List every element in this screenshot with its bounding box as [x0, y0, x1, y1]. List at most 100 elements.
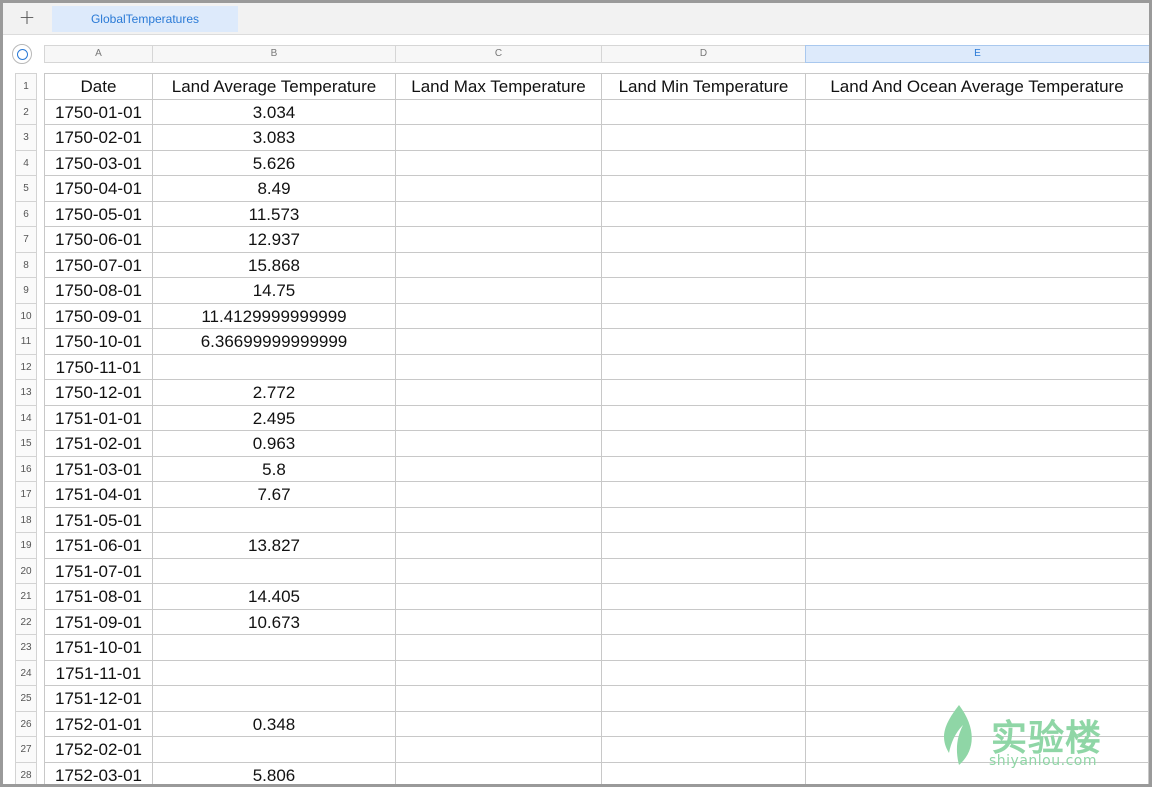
row-number[interactable]: 25	[15, 685, 37, 711]
table-cell[interactable]: 1751-04-01	[44, 481, 152, 507]
table-cell[interactable]	[805, 583, 1149, 609]
table-cell[interactable]: 1750-02-01	[44, 124, 152, 150]
header-cell[interactable]: Land Max Temperature	[395, 73, 601, 99]
table-cell[interactable]: 2.772	[152, 379, 395, 405]
table-cell[interactable]	[395, 98, 601, 124]
table-cell[interactable]	[601, 379, 805, 405]
table-cell[interactable]	[395, 761, 601, 784]
table-cell[interactable]	[152, 634, 395, 660]
table-cell[interactable]	[805, 277, 1149, 303]
column-header-a[interactable]: A	[44, 45, 152, 63]
table-cell[interactable]	[395, 481, 601, 507]
row-number[interactable]: 14	[15, 404, 37, 430]
table-cell[interactable]	[395, 532, 601, 558]
table-cell[interactable]	[395, 430, 601, 456]
row-number[interactable]: 22	[15, 608, 37, 634]
row-number[interactable]: 13	[15, 379, 37, 405]
table-cell[interactable]: 1750-08-01	[44, 277, 152, 303]
table-cell[interactable]: 1751-10-01	[44, 634, 152, 660]
table-cell[interactable]: 12.937	[152, 226, 395, 252]
table-cell[interactable]: 1751-08-01	[44, 583, 152, 609]
table-cell[interactable]: 0.963	[152, 430, 395, 456]
table-cell[interactable]: 1751-06-01	[44, 532, 152, 558]
table-cell[interactable]: 1751-02-01	[44, 430, 152, 456]
table-cell[interactable]	[601, 98, 805, 124]
row-number[interactable]: 17	[15, 481, 37, 507]
row-number[interactable]: 24	[15, 659, 37, 685]
table-cell[interactable]	[601, 685, 805, 711]
table-cell[interactable]	[395, 251, 601, 277]
table-cell[interactable]	[805, 736, 1149, 762]
row-number[interactable]: 8	[15, 251, 37, 277]
table-cell[interactable]: 13.827	[152, 532, 395, 558]
table-cell[interactable]	[601, 455, 805, 481]
table-cell[interactable]: 8.49	[152, 175, 395, 201]
table-cell[interactable]: 5.8	[152, 455, 395, 481]
table-cell[interactable]	[601, 353, 805, 379]
table-cell[interactable]	[601, 302, 805, 328]
table-cell[interactable]	[601, 532, 805, 558]
row-number[interactable]: 18	[15, 506, 37, 532]
row-number[interactable]: 27	[15, 736, 37, 762]
table-cell[interactable]	[395, 710, 601, 736]
table-cell[interactable]	[395, 124, 601, 150]
table-cell[interactable]: 1750-07-01	[44, 251, 152, 277]
table-cell[interactable]: 1750-03-01	[44, 149, 152, 175]
column-header-e[interactable]: E	[805, 45, 1149, 63]
column-header-b[interactable]: B	[152, 45, 395, 63]
table-cell[interactable]	[395, 404, 601, 430]
row-number[interactable]: 10	[15, 302, 37, 328]
table-cell[interactable]: 10.673	[152, 608, 395, 634]
row-number[interactable]: 7	[15, 226, 37, 252]
table-cell[interactable]	[601, 328, 805, 354]
table-cell[interactable]	[601, 149, 805, 175]
table-cell[interactable]	[805, 634, 1149, 660]
table-cell[interactable]: 1750-04-01	[44, 175, 152, 201]
table-cell[interactable]	[805, 608, 1149, 634]
table-cell[interactable]: 1750-11-01	[44, 353, 152, 379]
row-number[interactable]: 2	[15, 98, 37, 124]
table-cell[interactable]: 1751-09-01	[44, 608, 152, 634]
row-number[interactable]: 20	[15, 557, 37, 583]
table-cell[interactable]: 15.868	[152, 251, 395, 277]
table-cell[interactable]	[152, 659, 395, 685]
table-cell[interactable]	[805, 175, 1149, 201]
table-cell[interactable]	[395, 608, 601, 634]
table-cell[interactable]	[805, 404, 1149, 430]
table-cell[interactable]	[805, 124, 1149, 150]
row-number[interactable]: 28	[15, 761, 37, 784]
table-cell[interactable]	[805, 353, 1149, 379]
table-cell[interactable]	[805, 328, 1149, 354]
table-cell[interactable]	[805, 761, 1149, 784]
table-cell[interactable]	[805, 430, 1149, 456]
table-cell[interactable]: 2.495	[152, 404, 395, 430]
table-cell[interactable]	[395, 506, 601, 532]
table-cell[interactable]: 14.405	[152, 583, 395, 609]
row-number[interactable]: 6	[15, 200, 37, 226]
table-cell[interactable]: 1751-07-01	[44, 557, 152, 583]
table-cell[interactable]: 11.573	[152, 200, 395, 226]
table-cell[interactable]	[805, 98, 1149, 124]
table-cell[interactable]	[601, 583, 805, 609]
table-cell[interactable]	[805, 685, 1149, 711]
header-cell[interactable]: Land Min Temperature	[601, 73, 805, 99]
select-all-button[interactable]	[12, 44, 32, 64]
header-cell[interactable]: Land Average Temperature	[152, 73, 395, 99]
table-cell[interactable]	[601, 226, 805, 252]
table-cell[interactable]	[395, 328, 601, 354]
table-cell[interactable]	[395, 200, 601, 226]
row-number[interactable]: 23	[15, 634, 37, 660]
table-cell[interactable]	[395, 736, 601, 762]
table-cell[interactable]: 1750-06-01	[44, 226, 152, 252]
table-cell[interactable]: 5.806	[152, 761, 395, 784]
table-cell[interactable]	[601, 608, 805, 634]
table-cell[interactable]: 1750-12-01	[44, 379, 152, 405]
tab-globaltemperatures[interactable]: GlobalTemperatures	[52, 6, 238, 32]
table-cell[interactable]: 1750-05-01	[44, 200, 152, 226]
row-number[interactable]: 15	[15, 430, 37, 456]
table-cell[interactable]: 1750-09-01	[44, 302, 152, 328]
table-cell[interactable]: 3.083	[152, 124, 395, 150]
table-cell[interactable]	[395, 175, 601, 201]
table-cell[interactable]	[395, 302, 601, 328]
table-cell[interactable]: 5.626	[152, 149, 395, 175]
